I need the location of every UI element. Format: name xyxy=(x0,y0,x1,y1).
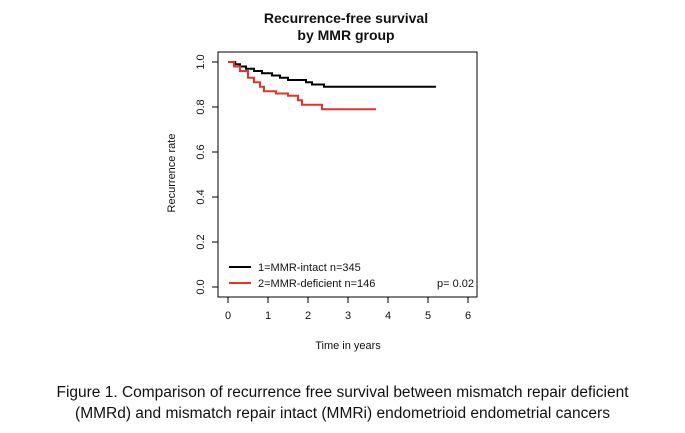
x-tick-label: 6 xyxy=(465,310,471,322)
x-axis: 0 1 2 3 4 5 6 xyxy=(225,297,471,322)
y-tick-label: 0.6 xyxy=(195,144,207,159)
series-layer xyxy=(228,61,436,111)
chart-title-line-1: Recurrence-free survival xyxy=(264,10,428,26)
y-tick-label: 0.8 xyxy=(195,99,207,114)
legend-label-mmr-intact: 1=MMR-intact n=345 xyxy=(258,262,361,274)
y-axis-label: Recurrence rate xyxy=(166,134,178,213)
x-tick-label: 1 xyxy=(265,310,271,322)
series-line-mmr-deficient xyxy=(228,61,376,111)
legend-label-mmr-deficient: 2=MMR-deficient n=146 xyxy=(258,278,375,290)
x-tick-label: 3 xyxy=(345,310,351,322)
x-tick-label: 5 xyxy=(425,310,431,322)
figure-caption: Figure 1. Comparison of recurrence free … xyxy=(0,382,685,424)
caption-line-1: Figure 1. Comparison of recurrence free … xyxy=(56,384,629,401)
caption-line-2: (MMRd) and mismatch repair intact (MMRi)… xyxy=(75,405,610,422)
legend: 1=MMR-intact n=345 2=MMR-deficient n=146 xyxy=(229,262,375,290)
y-tick-label: 0.4 xyxy=(195,189,207,204)
y-axis: 0.0 0.2 0.4 0.6 0.8 1.0 xyxy=(195,54,218,295)
x-tick-label: 2 xyxy=(305,310,311,322)
p-value-annotation: p= 0.02 xyxy=(437,278,474,290)
plot-frame xyxy=(217,51,478,298)
x-axis-label: Time in years xyxy=(315,340,381,352)
chart-title-line-2: by MMR group xyxy=(297,27,394,43)
x-tick-label: 0 xyxy=(225,310,231,322)
y-tick-label: 1.0 xyxy=(195,54,207,69)
x-tick-label: 4 xyxy=(385,310,391,322)
y-tick-label: 0.2 xyxy=(195,234,207,249)
y-tick-label: 0.0 xyxy=(195,279,207,294)
